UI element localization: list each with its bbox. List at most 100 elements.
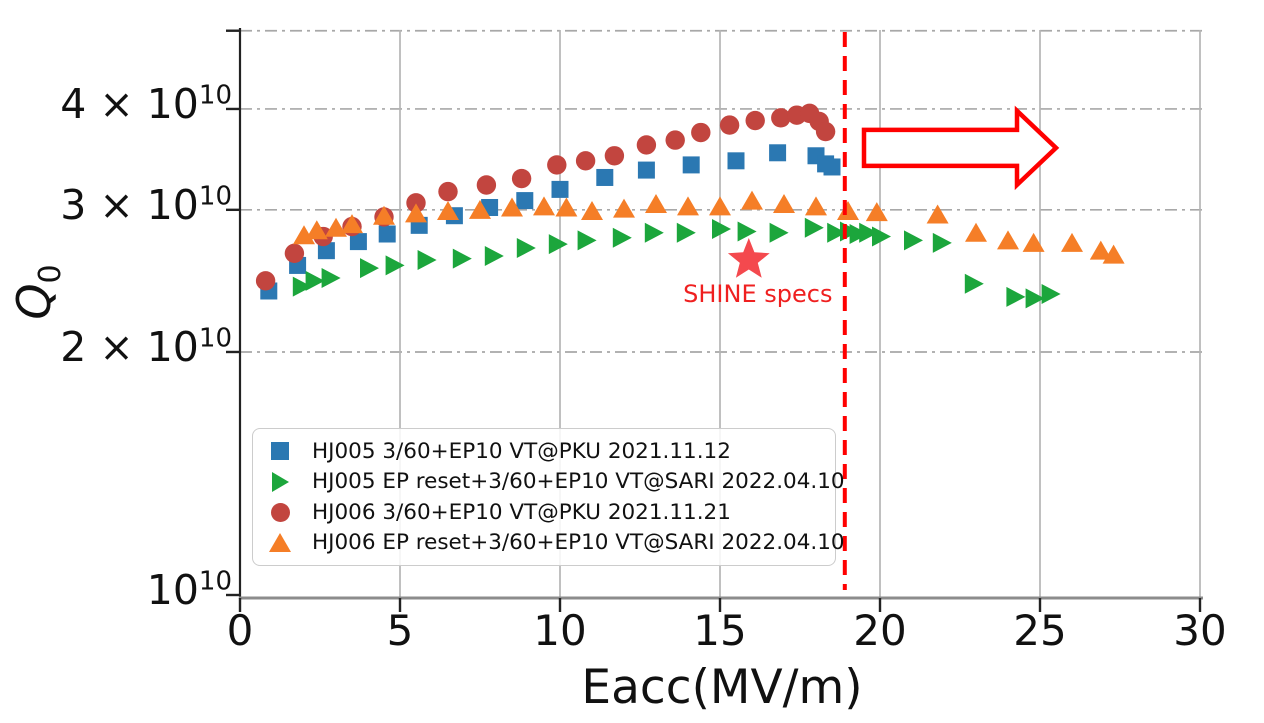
- data-point-triangle-up: [581, 200, 603, 220]
- triangle-up-swatch: [269, 533, 291, 553]
- data-point-triangle-right: [712, 219, 731, 240]
- data-point-square: [769, 144, 787, 162]
- data-point-triangle-up: [341, 214, 363, 234]
- x-tick-label: 0: [226, 606, 254, 655]
- data-point-triangle-up: [965, 222, 987, 242]
- data-point-triangle-up: [555, 197, 578, 217]
- data-point-circle: [665, 130, 685, 150]
- right-arrow-icon: [861, 105, 1060, 191]
- data-point-circle: [604, 146, 625, 166]
- data-point-square: [378, 225, 396, 243]
- data-point-square: [727, 152, 745, 170]
- legend-item-hj005-sari: HJ005 EP reset+3/60+EP10 VT@SARI 2022.04…: [265, 467, 845, 496]
- shine-specs-label: SHINE specs: [683, 279, 833, 308]
- series-hj005-sari: [292, 217, 1061, 309]
- data-point-circle: [406, 193, 426, 213]
- data-point-triangle-right: [612, 227, 632, 248]
- data-point-square: [682, 156, 700, 174]
- data-point-triangle-up: [373, 205, 395, 225]
- data-point-triangle-right: [1041, 283, 1061, 304]
- data-point-square: [823, 158, 841, 176]
- data-point-triangle-up: [469, 199, 491, 219]
- data-point-triangle-up: [773, 194, 795, 214]
- data-point-triangle-up: [677, 196, 699, 216]
- triangle-right-marker-icon: [265, 470, 295, 494]
- data-point-triangle-right: [769, 222, 789, 243]
- data-point-circle: [547, 155, 567, 175]
- data-point-triangle-up: [293, 225, 315, 245]
- data-point-triangle-up: [1102, 244, 1125, 264]
- data-point-triangle-up: [926, 204, 949, 224]
- data-point-triangle-up: [405, 203, 427, 223]
- data-point-triangle-right: [385, 255, 405, 276]
- data-point-circle: [284, 243, 305, 264]
- data-point-triangle-right: [577, 230, 597, 251]
- data-point-triangle-up: [709, 196, 731, 216]
- data-point-triangle-right: [804, 217, 824, 238]
- data-point-triangle-up: [837, 200, 859, 220]
- y-tick-label: 3 × 1010: [60, 180, 232, 229]
- data-point-triangle-right: [676, 222, 696, 243]
- data-point-triangle-up: [305, 220, 328, 240]
- data-point-triangle-right: [932, 232, 952, 253]
- x-tick-label: 25: [1013, 606, 1067, 655]
- data-point-circle: [815, 121, 836, 142]
- data-point-square: [317, 242, 335, 260]
- data-point-triangle-right: [360, 258, 379, 279]
- series-hj006-pku: [255, 103, 836, 291]
- data-point-triangle-up: [1089, 240, 1112, 260]
- data-point-square: [551, 180, 569, 198]
- legend-label: HJ006 EP reset+3/60+EP10 VT@SARI 2022.04…: [312, 530, 845, 556]
- y-axis-label-subscript: 0: [33, 264, 69, 284]
- data-point-circle: [771, 108, 791, 128]
- data-point-square: [349, 233, 367, 251]
- series-hj006-sari: [293, 190, 1125, 264]
- legend-item-hj006-sari: HJ006 EP reset+3/60+EP10 VT@SARI 2022.04…: [265, 528, 845, 557]
- y-tick-label: 1010: [146, 566, 232, 614]
- shine-specs-star-icon: [727, 238, 770, 278]
- data-point-triangle-right: [859, 222, 879, 243]
- x-tick-label: 20: [853, 606, 907, 655]
- data-point-triangle-right: [484, 245, 504, 266]
- data-point-triangle-right: [321, 267, 341, 288]
- data-point-triangle-right: [548, 234, 568, 255]
- data-point-circle: [476, 175, 497, 195]
- data-point-triangle-up: [613, 198, 635, 218]
- x-tick-label: 30: [1173, 606, 1227, 655]
- x-tick-label: 15: [693, 606, 747, 655]
- data-point-triangle-right: [516, 238, 536, 259]
- x-axis-label: Eacc(MV/m): [581, 660, 863, 715]
- data-point-triangle-up: [805, 196, 827, 216]
- data-point-triangle-right: [305, 270, 325, 291]
- triangle-up-marker-icon: [265, 531, 295, 555]
- y-axis-label-symbol: Q: [7, 283, 61, 320]
- legend-item-hj005-pku: HJ005 3/60+EP10 VT@PKU 2021.11.12: [265, 437, 827, 466]
- y-axis-label: Q0: [7, 264, 68, 320]
- data-point-triangle-up: [533, 196, 555, 216]
- legend-label: HJ005 3/60+EP10 VT@PKU 2021.11.12: [312, 438, 731, 464]
- data-point-triangle-right: [737, 221, 757, 242]
- data-point-square: [637, 161, 655, 179]
- data-point-triangle-up: [645, 194, 667, 214]
- data-point-circle: [745, 110, 765, 131]
- data-point-triangle-right: [827, 222, 847, 243]
- data-point-triangle-up: [997, 230, 1019, 250]
- data-point-triangle-right: [964, 273, 984, 294]
- y-tick-label: 2 × 1010: [60, 322, 232, 371]
- data-point-circle: [636, 135, 657, 155]
- legend-label: HJ005 EP reset+3/60+EP10 VT@SARI 2022.04…: [312, 469, 845, 495]
- circle-swatch: [270, 502, 290, 522]
- triangle-right-swatch: [271, 471, 289, 492]
- data-point-square: [596, 168, 614, 186]
- legend-label: HJ006 3/60+EP10 VT@PKU 2021.11.21: [312, 499, 731, 525]
- data-point-triangle-right: [292, 276, 312, 297]
- data-point-triangle-up: [1022, 232, 1045, 252]
- square-marker-icon: [265, 439, 295, 463]
- data-point-circle: [255, 271, 276, 291]
- data-point-triangle-up: [741, 190, 763, 210]
- data-point-circle: [719, 115, 740, 135]
- data-point-circle: [575, 151, 596, 171]
- data-point-triangle-up: [1061, 232, 1083, 252]
